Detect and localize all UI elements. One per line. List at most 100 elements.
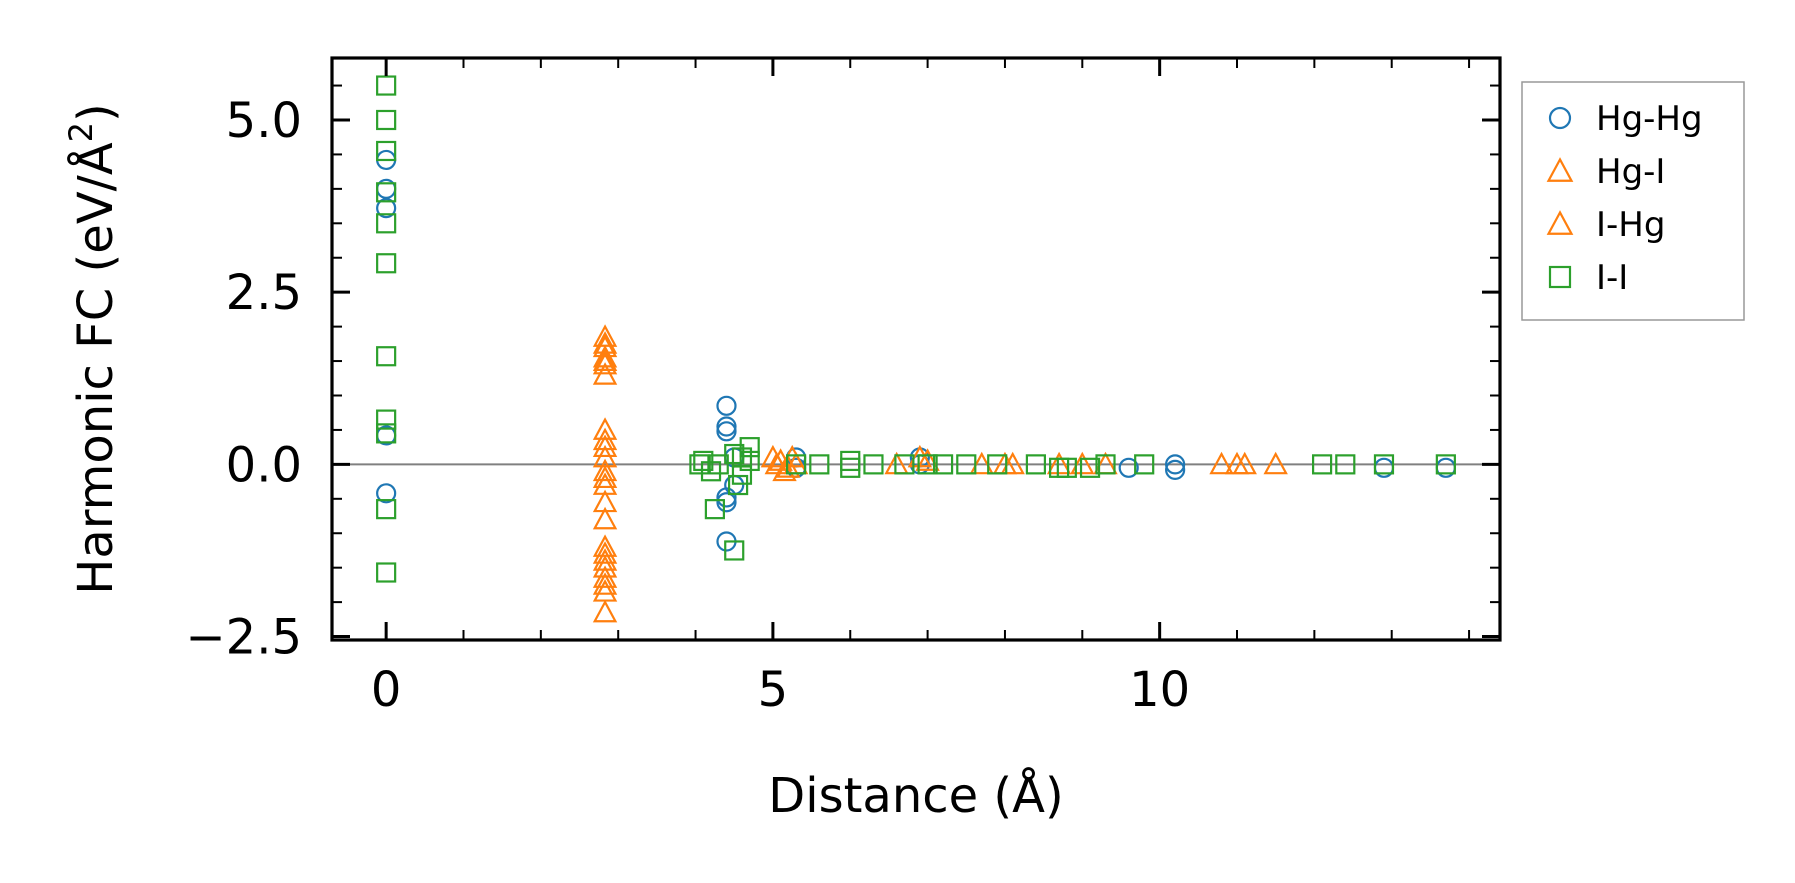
point-i-i-24	[809, 454, 830, 475]
point-i-hg-5	[592, 579, 618, 602]
legend-label-hg-hg: Hg-Hg	[1596, 99, 1703, 139]
point-i-i-16	[724, 540, 745, 561]
point-hg-i-29	[1209, 451, 1234, 475]
point-hg-i-24	[969, 451, 994, 475]
point-i-i-35	[1056, 457, 1077, 478]
point-i-i-41	[1373, 454, 1395, 475]
legend-marker-i-hg	[1546, 210, 1574, 235]
point-hg-hg-9	[716, 492, 737, 513]
point-i-i-19	[731, 464, 753, 485]
legend-marker-hg-i	[1546, 157, 1574, 182]
legend-label-i-i: I-I	[1596, 258, 1628, 298]
point-i-i-9	[376, 499, 397, 520]
legend-frame	[1521, 81, 1745, 321]
point-i-i-30	[932, 454, 954, 475]
point-i-hg-2	[592, 427, 618, 451]
plot-frame	[330, 56, 1502, 642]
point-i-i-7	[376, 409, 397, 430]
x-axis-label: Distance (Å)	[768, 767, 1063, 824]
point-i-hg-9	[915, 448, 940, 471]
point-i-i-40	[1335, 454, 1356, 475]
legend-marker-hg-hg	[1548, 106, 1572, 130]
y-axis-label-close: )	[68, 103, 124, 122]
point-i-i-2	[376, 140, 397, 162]
point-hg-i-11	[592, 506, 618, 530]
point-i-hg-10	[1000, 451, 1025, 475]
point-i-i-23	[786, 454, 807, 475]
data-points	[376, 75, 1456, 623]
plot-area-background	[332, 58, 1500, 640]
point-i-i-12	[693, 450, 714, 472]
point-i-i-3	[376, 182, 397, 203]
tick-labels: 0 5 10 −2.5 0.0 2.5 5.0	[185, 93, 1190, 718]
point-i-i-27	[863, 454, 884, 475]
point-hg-hg-18	[1165, 454, 1186, 475]
point-i-i-11	[689, 454, 710, 475]
y-axis-label: Harmonic FC (eV/Å2)	[62, 103, 124, 595]
point-i-i-15	[704, 499, 725, 520]
point-hg-i-6	[592, 434, 618, 458]
point-hg-i-4	[592, 362, 618, 385]
point-hg-i-12	[592, 541, 618, 564]
y-axis-label-main: Harmonic FC (eV/Å	[67, 142, 124, 595]
point-i-i-42	[1435, 454, 1456, 475]
point-i-i-13	[700, 461, 722, 482]
point-i-i-14	[708, 454, 729, 475]
x-tick-label: 0	[371, 662, 402, 718]
y-tick-label: 2.5	[226, 265, 302, 321]
point-i-i-10	[376, 562, 397, 583]
point-i-i-37	[1095, 454, 1116, 475]
point-i-hg-7	[772, 458, 797, 482]
axis-ticks	[332, 58, 1500, 640]
point-hg-hg-19	[1165, 459, 1186, 480]
point-hg-i-31	[1263, 451, 1288, 475]
point-i-i-31	[956, 454, 977, 475]
point-i-i-32	[987, 454, 1008, 475]
point-hg-hg-4	[376, 483, 397, 504]
point-hg-i-26	[1046, 451, 1072, 475]
point-i-i-8	[376, 423, 397, 444]
point-i-i-1	[376, 109, 397, 131]
legend: Hg-Hg Hg-I I-Hg I-I	[1521, 81, 1745, 321]
legend-label-hg-i: Hg-I	[1596, 152, 1665, 192]
point-i-i-20	[739, 437, 760, 458]
point-hg-i-3	[592, 351, 618, 375]
point-hg-hg-6	[716, 416, 737, 437]
point-hg-i-16	[592, 572, 618, 595]
point-i-i-36	[1079, 457, 1101, 478]
legend-marker-i-i	[1548, 265, 1572, 289]
point-hg-i-17	[592, 599, 618, 623]
x-tick-label: 10	[1129, 662, 1190, 718]
point-i-hg-11	[1224, 451, 1250, 475]
point-i-i-21	[739, 450, 760, 472]
point-hg-hg-2	[376, 198, 397, 219]
point-hg-hg-5	[716, 395, 737, 416]
y-tick-label: 5.0	[226, 93, 302, 149]
point-i-i-33	[1025, 454, 1046, 475]
legend-label-i-hg: I-Hg	[1596, 205, 1665, 245]
point-i-i-39	[1311, 454, 1333, 475]
point-i-i-22	[727, 474, 749, 496]
point-i-i-28	[894, 454, 915, 475]
point-i-i-17	[724, 443, 745, 465]
point-i-hg-4	[592, 534, 618, 557]
point-hg-i-15	[592, 565, 618, 588]
y-tick-label: −2.5	[185, 610, 302, 666]
point-hg-hg-17	[1118, 457, 1139, 478]
point-i-i-26	[840, 457, 861, 478]
point-i-i-6	[376, 346, 397, 367]
y-tick-label: 0.0	[226, 437, 302, 493]
point-i-hg-3	[592, 465, 618, 489]
point-i-i-5	[376, 253, 397, 274]
y-axis-label-superscript: 2	[62, 122, 100, 142]
point-hg-i-8	[592, 458, 618, 482]
point-i-i-4	[376, 213, 397, 234]
point-i-i-38	[1134, 454, 1155, 475]
point-hg-i-27	[1070, 451, 1095, 475]
legend-entries: Hg-Hg Hg-I I-Hg I-I	[1546, 99, 1703, 298]
point-i-i-29	[917, 454, 938, 475]
point-i-hg-1	[592, 348, 618, 371]
point-i-i-0	[376, 75, 397, 96]
point-hg-hg-7	[716, 421, 737, 442]
